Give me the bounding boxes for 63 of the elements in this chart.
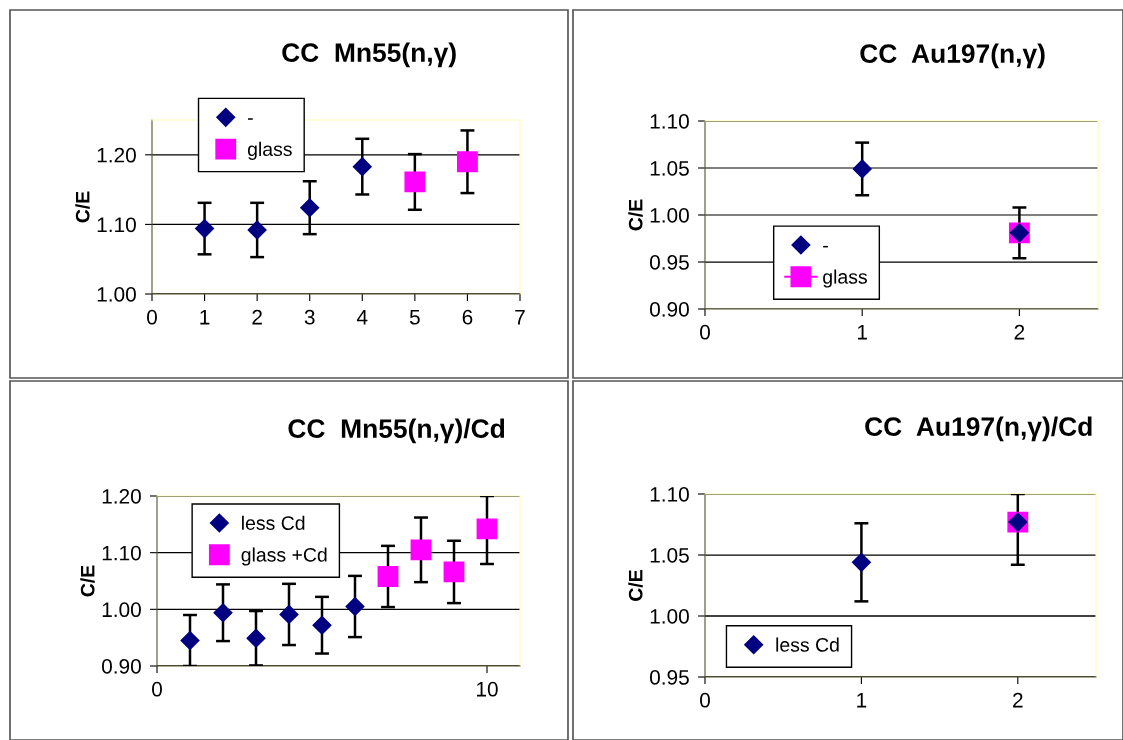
point <box>300 198 320 218</box>
chart-title: CC Mn55(n,γ)/Cd <box>288 418 505 444</box>
x-tick-label: 2 <box>252 309 262 325</box>
chart-title: CC Mn55(n,γ) <box>282 42 456 68</box>
point <box>476 518 498 540</box>
y-tick-label: 1.05 <box>650 548 689 563</box>
y-tick-label: 1.10 <box>97 217 136 233</box>
y-tick-label: 1.00 <box>97 287 136 302</box>
legend-label: - <box>823 245 828 248</box>
x-tick-label: 6 <box>462 309 473 325</box>
y-tick-label: 1.05 <box>650 161 689 176</box>
y-tick-label: 1.00 <box>650 609 689 624</box>
x-tick-label: 4 <box>356 310 368 325</box>
point <box>213 603 233 623</box>
x-tick-label: 3 <box>304 309 315 325</box>
point <box>410 539 432 561</box>
chart-title: CC Au197(n,γ)/Cd <box>865 416 1092 442</box>
y-tick-label: 1.00 <box>650 208 689 223</box>
y-tick-label: 0.95 <box>649 670 689 685</box>
chart-title: CC Au197(n,γ) <box>860 43 1045 69</box>
point <box>247 220 267 240</box>
x-tick-label: 1 <box>857 693 867 708</box>
x-tick-label: 10 <box>477 681 498 697</box>
x-tick-label: 0 <box>147 309 157 325</box>
legend-label: less Cd <box>776 637 839 652</box>
y-tick-label: 1.10 <box>102 545 141 561</box>
point <box>345 596 365 617</box>
y-tick-label: 1.10 <box>650 114 689 129</box>
legend-label: - <box>248 118 253 120</box>
y-tick-label: 1.00 <box>102 602 141 618</box>
point <box>246 628 266 648</box>
x-tick-label: 0 <box>152 681 162 697</box>
legend-label: glass <box>823 269 867 288</box>
point <box>443 561 465 583</box>
point <box>180 630 200 651</box>
y-axis-title: C/E <box>75 191 90 223</box>
x-tick-label: 0 <box>700 324 710 340</box>
y-tick-label: 1.10 <box>650 487 689 502</box>
y-axis-title: C/E <box>628 570 643 601</box>
y-tick-label: 1.20 <box>102 489 141 504</box>
y-axis-title: C/E <box>80 565 95 597</box>
legend-label: less Cd <box>242 515 305 530</box>
point <box>195 219 215 239</box>
point <box>404 171 426 193</box>
x-tick-label: 5 <box>409 310 420 325</box>
x-tick-label: 2 <box>1013 692 1023 708</box>
point <box>312 615 332 635</box>
point <box>457 151 478 173</box>
x-tick-label: 2 <box>1014 324 1025 340</box>
x-tick-label: 1 <box>858 325 867 340</box>
x-tick-label: 1 <box>200 310 210 325</box>
legend-label: glass <box>247 141 292 160</box>
x-tick-label: 7 <box>515 310 525 325</box>
y-tick-label: 0.90 <box>649 302 689 317</box>
y-axis-title: C/E <box>628 199 643 231</box>
legend-label: glass +Cd <box>241 547 327 566</box>
y-tick-label: 1.20 <box>97 147 136 163</box>
point <box>352 157 372 177</box>
y-tick-label: 0.95 <box>649 255 689 270</box>
y-tick-label: 0.90 <box>101 659 141 674</box>
point <box>377 566 399 587</box>
x-tick-label: 0 <box>700 692 710 708</box>
point <box>279 604 299 624</box>
